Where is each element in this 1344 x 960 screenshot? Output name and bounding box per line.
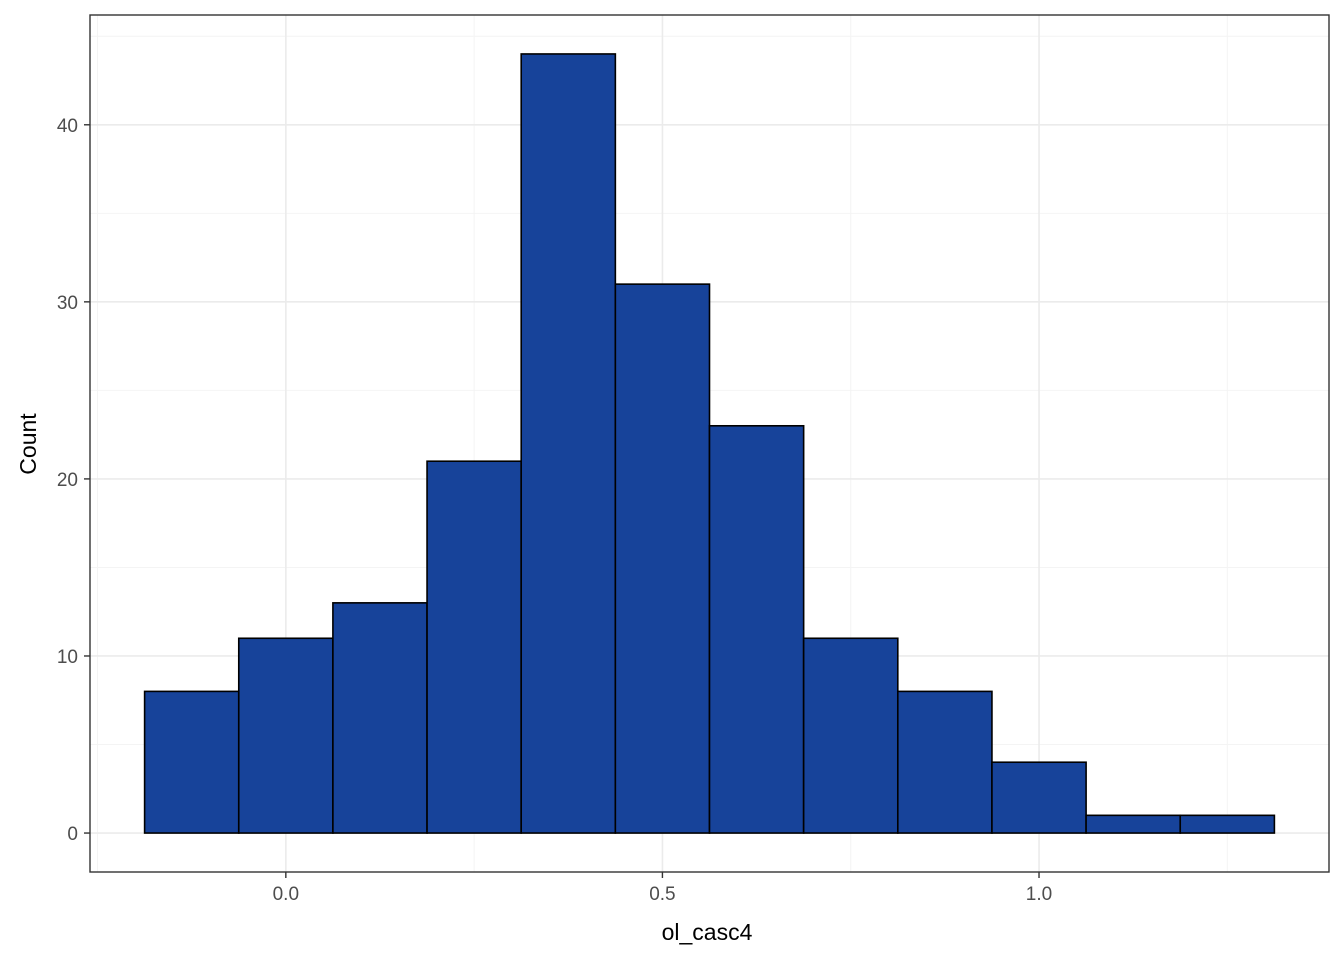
x-axis-title: ol_casc4 <box>662 919 753 945</box>
histogram-bar <box>614 283 711 834</box>
histogram-bar <box>896 690 993 834</box>
x-tick-label: 1.0 <box>1026 884 1052 905</box>
histogram-bar <box>332 602 428 834</box>
histogram-bar <box>1179 814 1276 834</box>
histogram-bar <box>237 637 334 834</box>
y-axis-ticks: 0 10 20 30 40 <box>57 116 90 845</box>
histogram-bar <box>708 424 805 834</box>
y-axis-title: Count <box>15 413 41 475</box>
x-tick-label: 0.5 <box>649 884 675 905</box>
y-tick-label: 10 <box>57 647 78 668</box>
y-tick-label: 30 <box>57 293 78 314</box>
histogram-bar <box>1085 814 1182 834</box>
y-tick-label: 40 <box>57 116 78 137</box>
histogram-bar <box>426 460 523 834</box>
histogram-bar <box>143 690 240 834</box>
panel-border <box>89 14 1330 873</box>
y-tick-label: 0 <box>67 824 78 845</box>
histogram-bar <box>991 761 1087 834</box>
x-tick-label: 0.0 <box>273 884 299 905</box>
x-axis-ticks: 0.0 0.5 1.0 <box>273 872 1052 905</box>
histogram-bar <box>520 53 617 834</box>
histogram-bars <box>143 53 1276 834</box>
histogram-bar <box>802 637 899 834</box>
y-tick-label: 20 <box>57 470 78 491</box>
